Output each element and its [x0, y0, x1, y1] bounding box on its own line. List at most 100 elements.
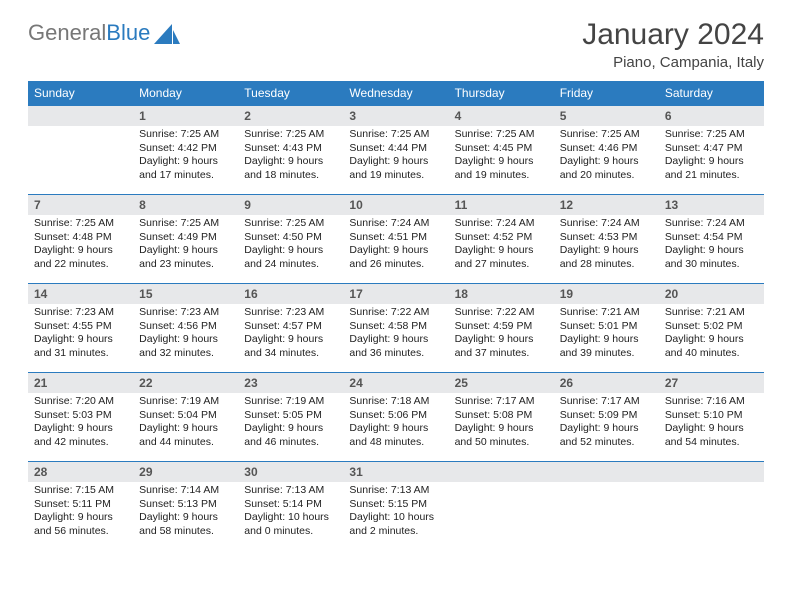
day-body: Sunrise: 7:25 AMSunset: 4:43 PMDaylight:… — [238, 126, 343, 194]
day-cell: 1Sunrise: 7:25 AMSunset: 4:42 PMDaylight… — [133, 106, 238, 195]
day-number — [28, 106, 133, 126]
day-line: Daylight: 9 hours — [349, 244, 442, 258]
day-number: 14 — [28, 284, 133, 304]
day-number: 29 — [133, 462, 238, 482]
day-line: and 18 minutes. — [244, 169, 337, 183]
day-line: and 52 minutes. — [560, 436, 653, 450]
day-line: and 40 minutes. — [665, 347, 758, 361]
weekday-5: Friday — [554, 81, 659, 106]
day-body: Sunrise: 7:13 AMSunset: 5:14 PMDaylight:… — [238, 482, 343, 550]
logo-text-blue: Blue — [106, 20, 150, 46]
day-cell: 23Sunrise: 7:19 AMSunset: 5:05 PMDayligh… — [238, 373, 343, 462]
day-line: Daylight: 9 hours — [665, 333, 758, 347]
day-cell: 11Sunrise: 7:24 AMSunset: 4:52 PMDayligh… — [449, 195, 554, 284]
day-body: Sunrise: 7:18 AMSunset: 5:06 PMDaylight:… — [343, 393, 448, 461]
day-number: 15 — [133, 284, 238, 304]
day-line: Daylight: 9 hours — [34, 333, 127, 347]
day-number: 16 — [238, 284, 343, 304]
logo: GeneralBlue — [28, 20, 180, 46]
calendar-body: 1Sunrise: 7:25 AMSunset: 4:42 PMDaylight… — [28, 106, 764, 551]
day-body: Sunrise: 7:25 AMSunset: 4:49 PMDaylight:… — [133, 215, 238, 283]
day-line: and 17 minutes. — [139, 169, 232, 183]
weekday-2: Tuesday — [238, 81, 343, 106]
day-number: 20 — [659, 284, 764, 304]
day-cell: 8Sunrise: 7:25 AMSunset: 4:49 PMDaylight… — [133, 195, 238, 284]
day-cell: 12Sunrise: 7:24 AMSunset: 4:53 PMDayligh… — [554, 195, 659, 284]
day-number: 12 — [554, 195, 659, 215]
day-body: Sunrise: 7:23 AMSunset: 4:55 PMDaylight:… — [28, 304, 133, 372]
day-line: Sunrise: 7:21 AM — [665, 306, 758, 320]
day-cell: 22Sunrise: 7:19 AMSunset: 5:04 PMDayligh… — [133, 373, 238, 462]
day-line: Sunrise: 7:17 AM — [560, 395, 653, 409]
day-cell: 20Sunrise: 7:21 AMSunset: 5:02 PMDayligh… — [659, 284, 764, 373]
day-line: Sunset: 4:57 PM — [244, 320, 337, 334]
day-line: Sunrise: 7:15 AM — [34, 484, 127, 498]
day-line: Daylight: 9 hours — [34, 511, 127, 525]
day-line: and 37 minutes. — [455, 347, 548, 361]
day-cell: 6Sunrise: 7:25 AMSunset: 4:47 PMDaylight… — [659, 106, 764, 195]
day-line: and 46 minutes. — [244, 436, 337, 450]
day-cell — [449, 462, 554, 551]
day-number: 7 — [28, 195, 133, 215]
logo-sail-icon — [154, 22, 180, 44]
day-line: Sunset: 4:51 PM — [349, 231, 442, 245]
day-line: Sunrise: 7:18 AM — [349, 395, 442, 409]
day-line: Sunset: 4:43 PM — [244, 142, 337, 156]
day-line: and 31 minutes. — [34, 347, 127, 361]
day-number: 17 — [343, 284, 448, 304]
day-number — [554, 462, 659, 482]
day-line: Sunset: 5:10 PM — [665, 409, 758, 423]
day-cell: 14Sunrise: 7:23 AMSunset: 4:55 PMDayligh… — [28, 284, 133, 373]
day-cell: 13Sunrise: 7:24 AMSunset: 4:54 PMDayligh… — [659, 195, 764, 284]
day-body: Sunrise: 7:25 AMSunset: 4:45 PMDaylight:… — [449, 126, 554, 194]
day-line: Sunrise: 7:25 AM — [560, 128, 653, 142]
day-line: Sunrise: 7:13 AM — [244, 484, 337, 498]
day-line: and 39 minutes. — [560, 347, 653, 361]
day-line: Sunrise: 7:25 AM — [665, 128, 758, 142]
day-line: and 54 minutes. — [665, 436, 758, 450]
day-cell: 9Sunrise: 7:25 AMSunset: 4:50 PMDaylight… — [238, 195, 343, 284]
week-row: 7Sunrise: 7:25 AMSunset: 4:48 PMDaylight… — [28, 195, 764, 284]
day-body: Sunrise: 7:22 AMSunset: 4:59 PMDaylight:… — [449, 304, 554, 372]
day-line: Sunrise: 7:13 AM — [349, 484, 442, 498]
day-cell: 26Sunrise: 7:17 AMSunset: 5:09 PMDayligh… — [554, 373, 659, 462]
day-line: and 19 minutes. — [349, 169, 442, 183]
day-body: Sunrise: 7:22 AMSunset: 4:58 PMDaylight:… — [343, 304, 448, 372]
day-number: 31 — [343, 462, 448, 482]
day-line: Sunset: 5:11 PM — [34, 498, 127, 512]
day-body — [28, 126, 133, 194]
day-line: Sunset: 4:54 PM — [665, 231, 758, 245]
day-line: and 42 minutes. — [34, 436, 127, 450]
day-number: 21 — [28, 373, 133, 393]
week-row: 1Sunrise: 7:25 AMSunset: 4:42 PMDaylight… — [28, 106, 764, 195]
day-number: 28 — [28, 462, 133, 482]
weekday-3: Wednesday — [343, 81, 448, 106]
day-body: Sunrise: 7:24 AMSunset: 4:54 PMDaylight:… — [659, 215, 764, 283]
day-body — [554, 482, 659, 550]
day-line: Sunrise: 7:24 AM — [349, 217, 442, 231]
day-line: Daylight: 9 hours — [139, 333, 232, 347]
day-line: and 50 minutes. — [455, 436, 548, 450]
calendar-table: Sunday Monday Tuesday Wednesday Thursday… — [28, 81, 764, 550]
day-line: Sunset: 4:45 PM — [455, 142, 548, 156]
day-number: 3 — [343, 106, 448, 126]
day-line: Daylight: 9 hours — [560, 244, 653, 258]
day-cell: 17Sunrise: 7:22 AMSunset: 4:58 PMDayligh… — [343, 284, 448, 373]
day-number: 4 — [449, 106, 554, 126]
page: GeneralBlue January 2024 Piano, Campania… — [0, 0, 792, 570]
day-body: Sunrise: 7:24 AMSunset: 4:51 PMDaylight:… — [343, 215, 448, 283]
month-title: January 2024 — [582, 20, 764, 50]
weekday-0: Sunday — [28, 81, 133, 106]
day-line: Sunset: 4:46 PM — [560, 142, 653, 156]
day-line: Sunset: 5:05 PM — [244, 409, 337, 423]
day-cell: 15Sunrise: 7:23 AMSunset: 4:56 PMDayligh… — [133, 284, 238, 373]
day-number: 24 — [343, 373, 448, 393]
day-cell: 18Sunrise: 7:22 AMSunset: 4:59 PMDayligh… — [449, 284, 554, 373]
day-number: 22 — [133, 373, 238, 393]
day-number: 25 — [449, 373, 554, 393]
day-line: Sunrise: 7:23 AM — [139, 306, 232, 320]
day-line: Sunset: 5:06 PM — [349, 409, 442, 423]
day-line: Sunrise: 7:22 AM — [349, 306, 442, 320]
day-number: 5 — [554, 106, 659, 126]
day-line: Sunrise: 7:16 AM — [665, 395, 758, 409]
